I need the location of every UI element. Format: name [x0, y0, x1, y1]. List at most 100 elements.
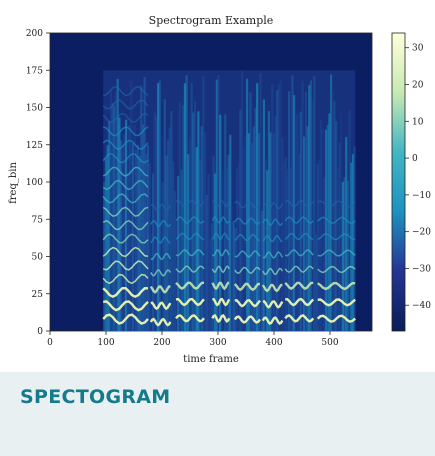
harmonic-band [102, 112, 149, 123]
harmonic-band [102, 206, 149, 217]
y-axis: 0 25 50 75 100 125 150 175 200 [26, 29, 50, 337]
time-streak [232, 221, 235, 331]
harmonic-band [233, 282, 261, 292]
harmonic-band [175, 232, 205, 241]
time-streak [128, 125, 131, 331]
x-axis: 0 100 200 300 400 500 [47, 331, 339, 348]
y-tick-label: 25 [32, 290, 44, 300]
harmonic-band [212, 297, 231, 307]
time-streak [125, 119, 128, 331]
harmonic-band [102, 180, 149, 191]
time-streak [183, 83, 187, 331]
colorbar-tick-label: 30 [412, 44, 424, 54]
harmonic-band [150, 219, 172, 228]
harmonic-band [150, 252, 172, 261]
time-streak [261, 210, 264, 331]
time-streak [311, 101, 314, 331]
harmonic-band [262, 267, 284, 276]
time-streak [288, 91, 291, 331]
time-streak [279, 79, 282, 331]
x-tick-label: 500 [321, 338, 338, 348]
y-axis-label: freq_bin [8, 162, 19, 204]
harmonic-band [102, 260, 149, 271]
harmonic-band [150, 269, 172, 277]
time-streak [162, 181, 165, 331]
harmonic-band [211, 314, 231, 323]
harmonic-band [211, 232, 230, 241]
time-streak [330, 74, 333, 331]
time-streak [140, 85, 143, 331]
harmonic-band [316, 314, 356, 323]
time-streak [343, 177, 346, 331]
harmonic-band [234, 266, 261, 275]
harmonic-band [211, 281, 230, 291]
time-streak [272, 133, 276, 331]
harmonic-band [234, 217, 261, 225]
time-streak [103, 181, 106, 331]
harmonic-band [284, 314, 315, 323]
harmonic-band [175, 248, 205, 257]
colorbar-tick-label: −20 [412, 228, 431, 238]
time-streak [222, 169, 225, 331]
time-streak [282, 161, 286, 331]
time-streak [249, 92, 252, 331]
time-streak [148, 163, 151, 331]
harmonic-band [317, 216, 356, 224]
time-streak [198, 159, 202, 331]
time-streak [274, 116, 277, 331]
time-streak [175, 221, 178, 331]
harmonic-band [262, 251, 284, 259]
time-streak [202, 76, 205, 331]
harmonic-band [317, 249, 356, 257]
time-streak [333, 100, 336, 331]
time-streak [252, 126, 255, 331]
time-streak [163, 99, 166, 331]
time-streak [172, 161, 175, 331]
time-streak [346, 180, 349, 331]
time-streak [111, 102, 114, 331]
harmonic-band [102, 193, 149, 204]
harmonic-band [103, 85, 149, 97]
harmonic-band [175, 265, 205, 273]
time-streak [313, 75, 316, 331]
harmonic-band [102, 219, 149, 231]
time-streak [237, 162, 240, 331]
harmonic-band [284, 232, 314, 241]
time-streak [205, 194, 208, 331]
harmonic-band [211, 199, 230, 208]
time-streak [204, 132, 207, 331]
heatmap-layer [102, 70, 356, 331]
colorbar-tick-label: 20 [412, 81, 424, 91]
time-streak [335, 121, 338, 331]
harmonic-band [285, 297, 315, 307]
x-tick-label: 0 [47, 338, 53, 348]
time-streak [145, 153, 148, 331]
harmonic-band [317, 265, 356, 274]
time-streak [210, 223, 213, 331]
harmonic-band [317, 200, 356, 208]
harmonic-band [234, 233, 261, 242]
time-streak [113, 105, 116, 331]
harmonic-band [234, 250, 261, 258]
harmonic-band [284, 216, 314, 224]
time-streak [291, 75, 294, 331]
harmonic-band [234, 299, 261, 308]
time-streak [304, 92, 307, 331]
time-streak [185, 75, 188, 331]
time-streak [207, 173, 210, 331]
time-streak [264, 158, 267, 331]
harmonic-band [262, 234, 283, 243]
harmonic-band [175, 281, 204, 290]
time-streak [114, 91, 118, 331]
x-tick-label: 400 [265, 338, 282, 348]
time-streak [316, 163, 319, 331]
time-streak [173, 191, 176, 331]
x-tick-label: 200 [153, 338, 170, 348]
harmonic-band [102, 99, 149, 110]
harmonic-band [261, 283, 283, 293]
harmonic-band [175, 216, 205, 224]
time-streak [286, 168, 289, 331]
time-streak [230, 206, 234, 331]
time-streak [217, 74, 220, 331]
x-axis-label: time frame [183, 354, 239, 365]
